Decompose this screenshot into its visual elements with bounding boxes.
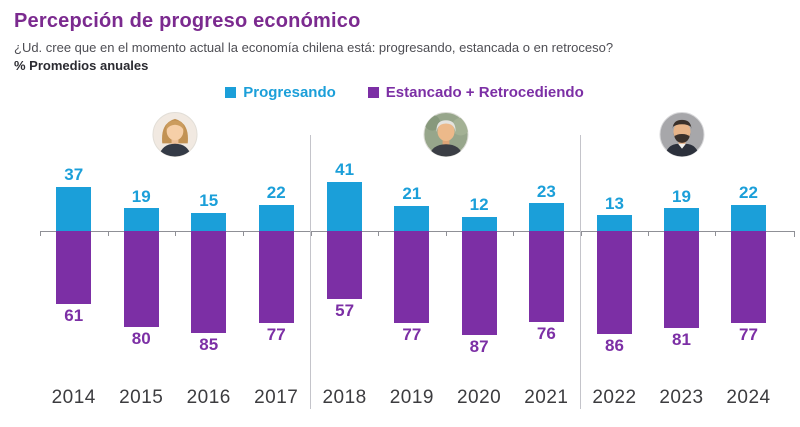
bar-estancado-2016 [191,231,227,333]
legend-label: Progresando [243,84,336,101]
page-title: Percepción de progreso económico [14,10,361,32]
bar-estancado-2014 [56,231,92,305]
survey-question: ¿Ud. cree que en el momento actual la ec… [14,40,614,55]
bar-progresando-2018 [327,181,363,231]
year-column-2018: 41 57 2018 [311,135,378,409]
value-label-progresando: 19 [131,186,151,206]
legend-item-progresando: Progresando [225,84,336,101]
value-label-progresando: 37 [64,164,84,184]
x-axis-year-label: 2021 [524,387,569,408]
bar-estancado-2021 [528,231,564,323]
value-label-estancado: 57 [335,301,355,321]
bar-estancado-2020 [461,231,497,336]
bar-progresando-2014 [56,186,92,231]
bar-estancado-2018 [327,231,363,300]
year-column-2020: 12 87 2020 [445,135,513,409]
year-column-2016: 15 85 2016 [175,135,243,409]
value-label-estancado: 80 [131,329,151,348]
x-axis-year-label: 2017 [254,387,299,408]
x-axis-year-label: 2024 [726,387,771,408]
value-label-estancado: 87 [469,337,489,357]
bar-progresando-2023 [664,208,699,231]
president-term-group-gabriel-boric: 13 86 2022 19 81 2023 22 77 2024 [580,111,782,409]
bar-progresando-2016 [191,213,227,231]
bar-estancado-2024 [731,231,766,324]
value-label-progresando: 15 [199,191,219,211]
bar-estancado-2023 [664,231,699,329]
value-label-estancado: 77 [266,325,286,345]
year-column-2024: 22 77 2024 [715,135,782,409]
value-label-progresando: 22 [266,182,286,202]
year-column-2015: 19 80 2015 [107,135,176,409]
year-column-2019: 21 77 2019 [378,135,445,409]
bar-estancado-2017 [258,231,294,324]
x-axis-year-label: 2018 [322,387,367,408]
x-axis-year-label: 2020 [456,387,502,408]
x-axis-year-label: 2015 [119,387,164,408]
value-label-estancado: 76 [536,324,556,344]
bar-estancado-2019 [394,231,430,324]
chart-legend: Progresando Estancado + Retrocediendo [14,84,795,101]
bar-estancado-2015 [123,231,159,327]
legend-item-estancado: Estancado + Retrocediendo [367,84,584,101]
avatar-gabriel-boric [658,111,705,158]
bar-progresando-2021 [528,203,564,231]
x-axis-year-label: 2016 [186,387,231,408]
chart-header: Percepción de progreso económico ¿Ud. cr… [14,10,795,73]
value-label-estancado: 61 [64,306,84,326]
president-term-group-sebastian-pinera: 41 57 2018 21 77 2019 12 87 2020 23 76 2021 [310,111,580,409]
legend-label: Estancado + Retrocediendo [385,84,584,101]
x-axis-year-label: 2023 [659,387,704,408]
legend-swatch-icon [367,87,379,98]
value-label-estancado: 81 [672,330,691,350]
bar-progresando-2019 [394,205,430,231]
value-label-progresando: 23 [536,181,556,201]
value-label-progresando: 12 [469,194,489,214]
bar-progresando-2022 [597,215,632,231]
avatar-sebastian-pinera [422,111,469,158]
president-term-group-michelle-bachelet: 37 61 2014 19 80 2015 15 85 2016 22 77 2017 [40,111,311,409]
value-label-estancado: 77 [739,325,758,345]
x-axis-year-label: 2022 [592,387,637,408]
value-label-estancado: 77 [402,325,422,345]
bar-progresando-2024 [731,204,766,231]
diverging-bar-chart: 37 61 2014 19 80 2015 15 85 2016 22 77 2017 41 57 201… [40,109,795,409]
bar-progresando-2017 [258,204,294,231]
bar-progresando-2020 [461,216,497,231]
value-label-estancado: 86 [605,336,624,356]
bar-estancado-2022 [597,231,632,335]
avatar-michelle-bachelet [152,111,199,158]
year-column-2022: 13 86 2022 [581,135,648,409]
value-label-estancado: 85 [199,335,219,354]
value-label-progresando: 21 [402,184,422,204]
year-column-2023: 19 81 2023 [648,135,715,409]
x-axis-year-label: 2014 [51,387,96,408]
x-axis-year-label: 2019 [389,387,435,408]
year-column-2014: 37 61 2014 [40,135,108,409]
legend-swatch-icon [225,87,237,98]
bar-progresando-2015 [123,208,159,231]
value-label-progresando: 22 [739,182,758,202]
unit-note: % Promedios anuales [14,58,149,73]
year-column-2021: 23 76 2021 [512,135,580,409]
value-label-progresando: 41 [335,160,355,180]
value-label-progresando: 13 [605,193,624,213]
value-label-progresando: 19 [672,186,691,206]
year-column-2017: 22 77 2017 [242,135,311,409]
chart-plot-area: 37 61 2014 19 80 2015 15 85 2016 22 77 2017 41 57 201… [40,111,795,409]
